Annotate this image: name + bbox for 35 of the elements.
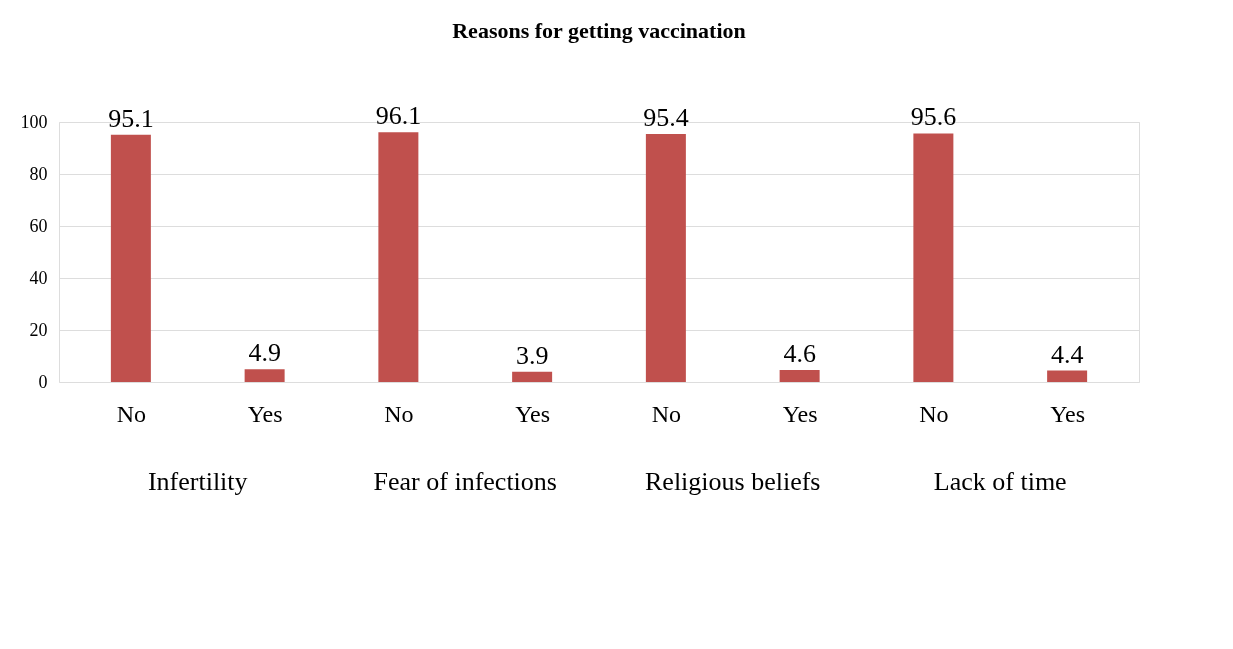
x-tick-label: No bbox=[384, 400, 414, 427]
x-tick-label: Yes bbox=[247, 400, 283, 427]
bar bbox=[779, 370, 820, 382]
data-label: 96.1 bbox=[375, 101, 422, 131]
text: Lack of time bbox=[933, 467, 1067, 496]
bar bbox=[1047, 370, 1088, 382]
data-label: 95.6 bbox=[910, 102, 957, 132]
y-tick-label: 100 bbox=[20, 111, 48, 132]
data-label: 3.9 bbox=[515, 340, 549, 370]
chart-title: Reasons for getting vaccination bbox=[452, 18, 746, 44]
y-tick-label: 60 bbox=[29, 215, 48, 236]
x-tick-label: Yes bbox=[515, 400, 551, 427]
x-tick-label: No bbox=[116, 400, 147, 427]
x-tick-label: No bbox=[651, 400, 682, 427]
bar bbox=[244, 369, 285, 382]
bar bbox=[913, 133, 954, 382]
y-tick-label: 0 bbox=[38, 371, 48, 392]
data-label: 95.1 bbox=[108, 103, 154, 133]
text: Fear of infections bbox=[373, 467, 557, 496]
y-tick-label: 40 bbox=[29, 267, 48, 288]
x-tick-label: Yes bbox=[782, 400, 818, 427]
x-tick-label: Yes bbox=[1050, 400, 1086, 427]
data-label: 4.9 bbox=[248, 338, 281, 368]
data-label: 4.6 bbox=[783, 339, 816, 369]
x-tick-label: No bbox=[919, 400, 949, 427]
data-label: 4.4 bbox=[1050, 339, 1084, 369]
bar bbox=[645, 133, 686, 382]
y-tick-label: 80 bbox=[29, 163, 48, 184]
data-label: 95.4 bbox=[643, 102, 689, 132]
y-tick-label: 20 bbox=[29, 319, 48, 340]
text: Infertility bbox=[147, 467, 248, 496]
bar bbox=[378, 132, 419, 382]
text: Religious beliefs bbox=[645, 467, 821, 496]
bar bbox=[110, 134, 151, 382]
bar bbox=[512, 371, 553, 382]
